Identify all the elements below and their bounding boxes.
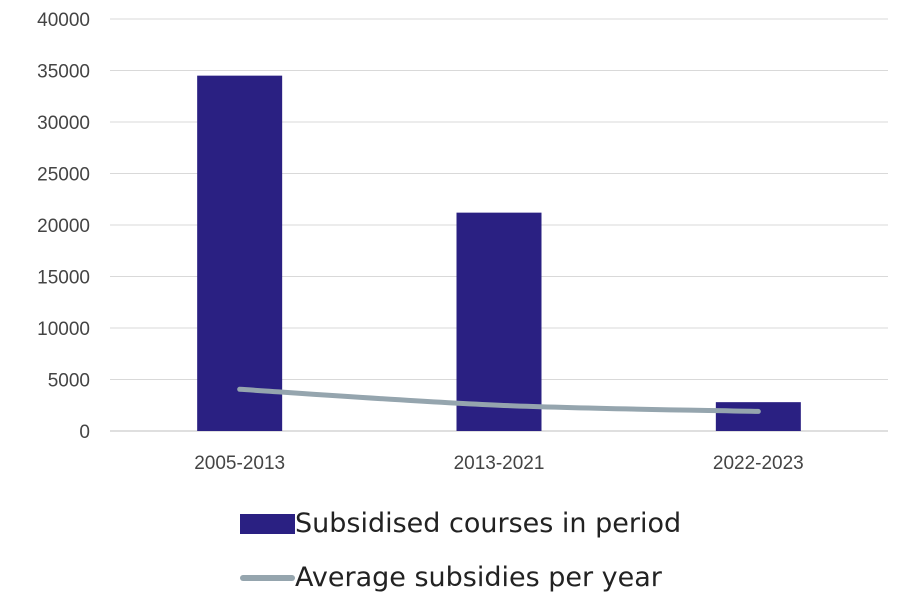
x-tick-label: 2013-2021 [454, 453, 545, 474]
x-tick-label: 2005-2013 [194, 453, 285, 474]
y-tick-label: 15000 [37, 268, 90, 289]
legend-item-bar: Subsidised courses in period [240, 508, 681, 539]
bar [715, 402, 801, 431]
y-tick-label: 0 [79, 422, 90, 443]
bar [456, 212, 542, 431]
legend-line-label: Average subsidies per year [295, 562, 662, 593]
y-tick-label: 25000 [37, 165, 90, 186]
bars [197, 75, 801, 432]
y-tick-label: 20000 [37, 216, 90, 237]
y-tick-label: 40000 [37, 10, 90, 31]
legend-item-line: Average subsidies per year [240, 562, 662, 593]
legend-bar-label: Subsidised courses in period [295, 508, 682, 539]
legend-bar-swatch [240, 513, 295, 534]
average-line [237, 386, 761, 414]
y-tick-label: 5000 [48, 371, 90, 392]
x-axis-ticks: 2005-2013 2013-2021 2022-2023 [194, 453, 804, 474]
y-tick-label: 35000 [37, 62, 90, 83]
chart: 0 5000 10000 15000 20000 25000 30000 35000 40000… [37, 10, 888, 474]
y-tick-label: 30000 [37, 113, 90, 134]
series-line [237, 386, 761, 414]
y-axis-ticks: 0 5000 10000 15000 20000 25000 30000 35000 40000 [37, 10, 90, 443]
bar [197, 75, 283, 432]
x-tick-label: 2022-2023 [713, 453, 804, 474]
legend-line-swatch [240, 574, 295, 581]
y-tick-label: 10000 [37, 319, 90, 340]
